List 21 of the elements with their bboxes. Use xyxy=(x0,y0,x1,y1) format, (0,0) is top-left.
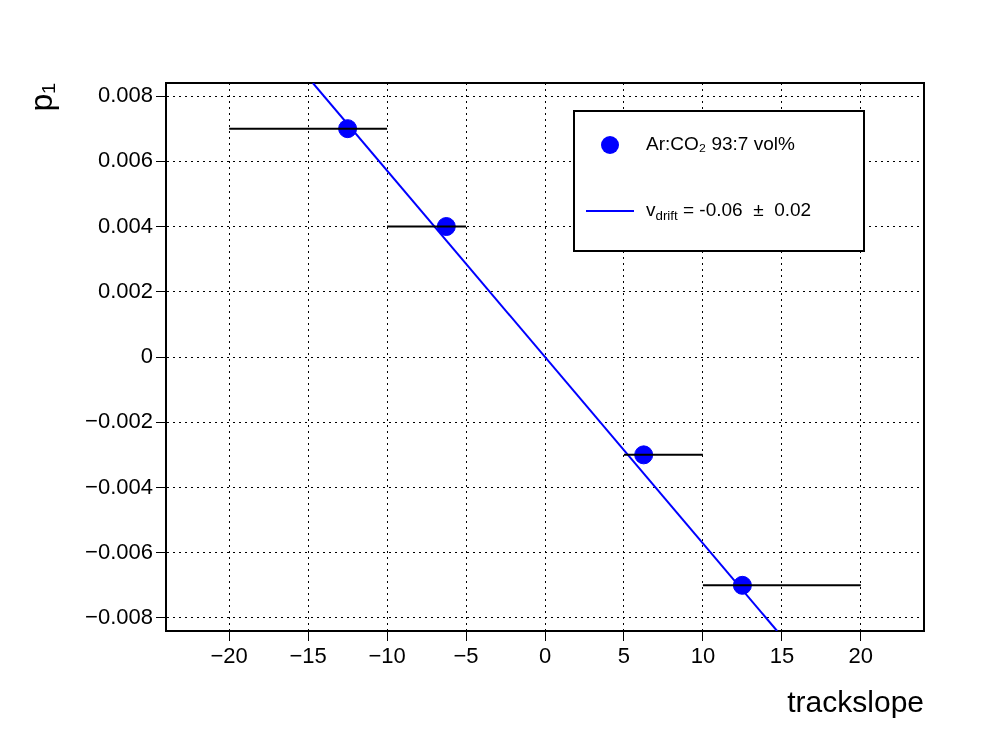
x-tick-label: 15 xyxy=(769,643,795,669)
y-axis-title: p₁ xyxy=(23,83,60,112)
y-tick-label: 0.008 xyxy=(97,82,153,108)
y-tick-label: −0.008 xyxy=(85,604,153,630)
x-tick-label: 5 xyxy=(617,643,631,669)
y-tick-label: −0.006 xyxy=(85,538,153,564)
y-tick-label: −0.004 xyxy=(85,473,153,499)
x-axis-title: trackslope xyxy=(787,685,924,719)
legend-label: Ar:CO₂ 93:7 vol% xyxy=(646,133,795,155)
y-tick-label: 0.004 xyxy=(97,212,153,238)
x-tick-label: 20 xyxy=(848,643,874,669)
y-tick-label: 0 xyxy=(140,343,153,369)
y-tick-label: 0.006 xyxy=(97,147,153,173)
x-tick-label: 10 xyxy=(690,643,716,669)
x-tick-label: −10 xyxy=(368,643,406,669)
y-tick-label: 0.002 xyxy=(97,277,153,303)
x-tick-label: 0 xyxy=(538,643,552,669)
x-tick-label: −20 xyxy=(210,643,248,669)
y-tick-label: −0.002 xyxy=(85,408,153,434)
x-tick-label: −5 xyxy=(453,643,479,669)
x-tick-label: −15 xyxy=(289,643,327,669)
